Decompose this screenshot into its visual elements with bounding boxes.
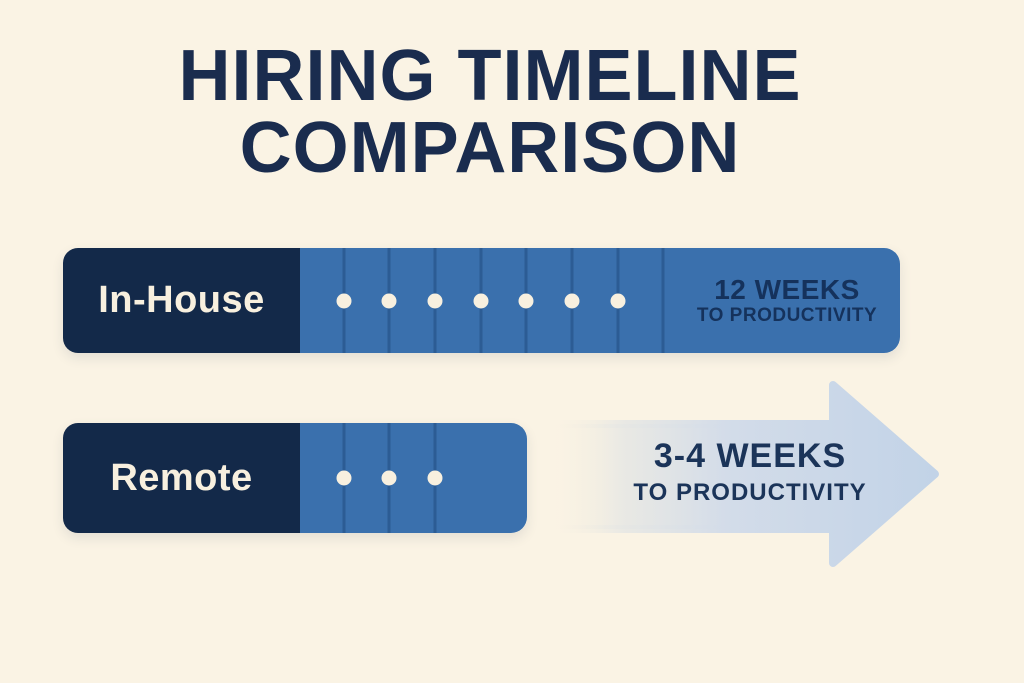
inhouse-track: 12 WEEKS TO PRODUCTIVITY [300,248,900,353]
week-dot [564,293,580,308]
inhouse-label-block: In-House [63,248,300,353]
week-dot [427,470,443,486]
inhouse-label: In-House [98,279,265,321]
remote-label-block: Remote [63,423,300,533]
inhouse-value-block: 12 WEEKS TO PRODUCTIVITY [680,274,894,327]
week-dot [381,470,397,486]
remote-weeks-value: 3-4 WEEKS [653,437,847,475]
week-dot [336,470,351,486]
remote-value-block: 3-4 WEEKS TO PRODUCTIVITY [555,436,945,506]
week-dot [336,293,351,308]
inhouse-weeks-value: 12 WEEKS [714,274,860,305]
arrow-right-icon [551,381,939,567]
remote-label: Remote [110,456,253,499]
bar-row-inhouse: In-House 12 WEEKS TO PRODUCTIVITY [63,248,900,353]
segment-line [661,248,665,353]
bar-row-remote: Remote [63,423,527,533]
week-dot [381,293,397,308]
week-dot [518,293,534,308]
page-title-line-2: COMPARISON [239,108,741,188]
week-dot [473,293,489,308]
page-title: HIRING TIMELINE COMPARISON [0,40,980,184]
inhouse-weeks-caption: TO PRODUCTIVITY [696,305,878,327]
page-title-line-1: HIRING TIMELINE [178,36,802,116]
remote-weeks-caption: TO PRODUCTIVITY [633,478,867,506]
remote-track [300,423,527,533]
week-dot [427,293,443,308]
week-dot [610,293,626,308]
